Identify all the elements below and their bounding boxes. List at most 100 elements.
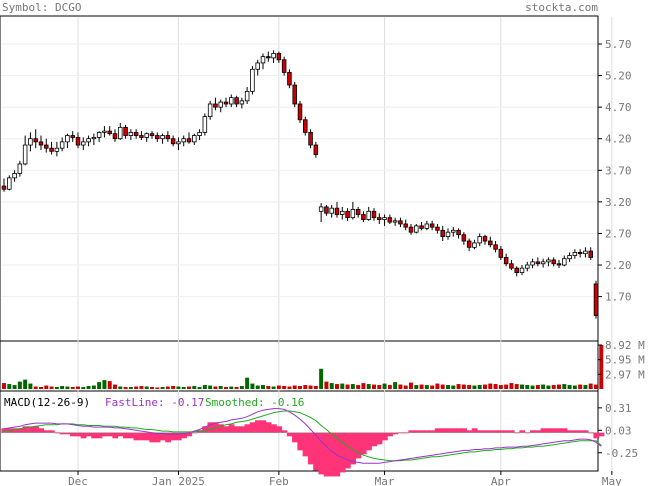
volume-bar <box>520 384 524 389</box>
volume-bar <box>292 385 297 389</box>
candle-up <box>414 225 419 233</box>
x-tick-label: May <box>602 475 622 486</box>
macd-histogram-bar <box>75 432 82 437</box>
price-tick-label: 2.70 <box>605 227 632 240</box>
candle-up <box>197 132 202 136</box>
macd-histogram-bar <box>48 430 55 433</box>
macd-histogram-bar <box>366 432 372 451</box>
volume-bar <box>313 386 318 389</box>
macd-histogram-bar <box>233 426 240 433</box>
price-tick-label: 5.20 <box>605 70 632 83</box>
macd-histogram-bar <box>429 430 436 433</box>
price-tick-label: 5.70 <box>605 38 632 51</box>
volume-bar <box>165 386 170 389</box>
candle-up <box>329 207 334 214</box>
candle-up <box>12 173 17 179</box>
macd-histogram-bar <box>376 432 383 445</box>
volume-bar <box>97 382 102 389</box>
candle-down <box>33 138 38 143</box>
price-tick-label: 2.20 <box>605 259 632 272</box>
candle-down <box>49 147 54 152</box>
volume-bar <box>81 387 86 389</box>
volume-bar <box>308 385 313 389</box>
volume-bar <box>49 386 54 389</box>
candle-up <box>567 255 572 260</box>
macd-histogram-bar <box>249 422 256 433</box>
volume-bar <box>324 381 329 389</box>
candle-up <box>525 264 530 269</box>
candle-down <box>488 240 493 246</box>
candle-down <box>213 103 218 108</box>
macd-histogram-bar <box>207 422 214 433</box>
macd-histogram-bar <box>461 428 467 433</box>
volume-bar <box>224 387 228 389</box>
candle-down <box>361 214 366 220</box>
macd-histogram-bar <box>334 432 341 477</box>
volume-bar <box>139 386 144 389</box>
candle-down <box>429 223 435 228</box>
macd-histogram-bar <box>70 432 76 437</box>
macd-histogram-bar <box>492 430 499 433</box>
volume-bar <box>345 384 350 389</box>
candle-up <box>562 258 567 266</box>
x-tick-label: Feb <box>269 475 289 486</box>
volume-bar <box>488 383 493 389</box>
volume-bar <box>530 385 535 389</box>
candle-up <box>530 261 535 266</box>
volume-bar <box>551 385 556 389</box>
volume-bar <box>7 384 12 389</box>
price-panel-frame <box>0 15 599 342</box>
price-tick-label: 4.70 <box>605 101 632 114</box>
candle-up <box>59 141 65 149</box>
price-tick-label: 3.70 <box>605 164 632 177</box>
candle-up <box>192 135 197 143</box>
candle-up <box>350 209 356 219</box>
macd-histogram-bar <box>297 432 304 451</box>
volume-bar <box>23 379 28 389</box>
volume-bar <box>504 384 509 389</box>
macd-histogram-bar <box>59 432 66 435</box>
volume-bar <box>356 385 361 389</box>
candles <box>1 50 599 319</box>
macd-histogram-bar <box>440 428 446 433</box>
candle-down <box>435 226 440 231</box>
macd-histogram-bar <box>228 424 235 433</box>
candle-down <box>593 283 599 316</box>
macd-histogram-bar <box>138 432 145 441</box>
macd-histogram-bar <box>265 422 272 433</box>
candle-down <box>133 132 139 136</box>
macd-histogram-bar <box>572 430 578 433</box>
macd-histogram-bar <box>218 424 224 433</box>
volume-bar <box>562 384 567 389</box>
volume-bar <box>451 385 456 389</box>
volume-bar <box>261 385 265 389</box>
x-tick-label: Mar <box>375 475 395 486</box>
macd-histogram-bar <box>577 430 584 433</box>
macd-histogram-bar <box>38 428 45 433</box>
price-tick-label: 4.20 <box>605 133 632 146</box>
macd-histogram-bar <box>307 432 314 465</box>
candle-up <box>239 100 245 105</box>
candle-down <box>398 220 403 225</box>
macd-tick-label: -0.25 <box>605 447 638 460</box>
site-name[interactable]: stockta.com <box>525 1 598 14</box>
candle-down <box>461 234 467 242</box>
macd-histogram-bar <box>477 430 483 433</box>
macd-histogram-bar <box>165 432 171 443</box>
volume-bar <box>572 385 577 389</box>
candle-up <box>271 53 276 59</box>
macd-histogram-bar <box>455 428 462 433</box>
macd-histogram-bar <box>144 432 150 441</box>
macd-histogram-bar <box>487 430 494 433</box>
macd-histogram-bar <box>360 432 367 455</box>
macd-histogram-bar <box>128 432 134 439</box>
volume-bar <box>28 383 33 389</box>
candle-up <box>181 138 186 143</box>
volume-bar <box>377 385 382 389</box>
candle-up <box>445 231 451 237</box>
volume-bar <box>387 385 392 389</box>
candle-up <box>96 132 102 138</box>
macd-histogram-bar <box>270 424 277 433</box>
macd-histogram-bar <box>529 430 536 433</box>
